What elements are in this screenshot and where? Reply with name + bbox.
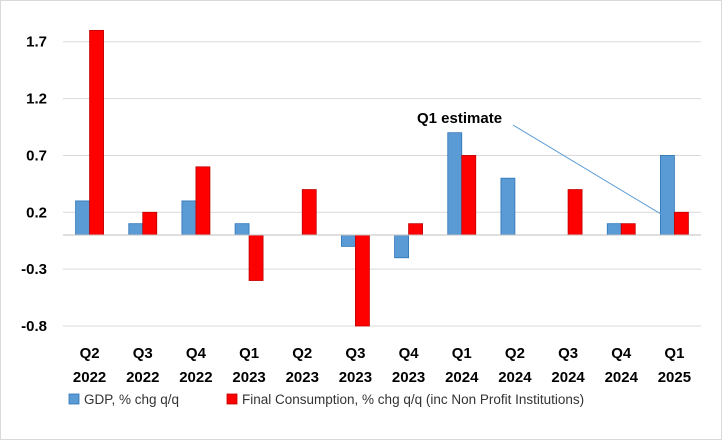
consumption-bar (674, 211, 689, 236)
consumption-bar (355, 234, 370, 327)
consumption-bar (195, 166, 211, 236)
gdp-bar (660, 155, 675, 236)
x-tick-label-quarter: Q4 (186, 345, 207, 362)
y-tick-label: 0.7 (26, 147, 47, 164)
consumption-bar (620, 223, 636, 236)
consumption-bar (89, 29, 104, 236)
annotation-label: Q1 estimate (417, 110, 502, 127)
x-tick-label-year: 2022 (179, 369, 212, 386)
x-tick-label-quarter: Q1 (239, 345, 259, 362)
x-tick-label-quarter: Q3 (133, 345, 153, 362)
x-tick-label-year: 2024 (445, 369, 479, 386)
consumption-bar (248, 234, 264, 281)
y-tick-label: 0.2 (26, 204, 47, 221)
consumption-bar (408, 223, 423, 236)
x-tick-label-quarter: Q4 (611, 345, 632, 362)
y-tick-label: 1.7 (26, 34, 47, 51)
gdp-bar (128, 223, 144, 236)
x-tick-label-quarter: Q1 (664, 345, 684, 362)
gdp-bar (341, 234, 356, 247)
x-tick-label-year: 2024 (605, 369, 639, 386)
legend-swatch-gdp (68, 393, 80, 405)
gdp-bar (75, 200, 90, 236)
x-tick-label-quarter: Q3 (558, 345, 578, 362)
x-tick-label-year: 2023 (286, 369, 319, 386)
y-tick-label: -0.3 (21, 261, 47, 278)
x-tick-label-year: 2023 (232, 369, 265, 386)
consumption-bar (461, 155, 477, 236)
legend-label-gdp: GDP, % chg q/q (84, 392, 179, 407)
gdp-bar (394, 234, 409, 259)
gdp-bar (181, 200, 197, 236)
gdp-bar (606, 223, 622, 236)
legend-swatch-consumption (226, 393, 238, 405)
x-tick-label-quarter: Q3 (345, 345, 365, 362)
y-tick-label: 1.2 (26, 91, 47, 108)
x-tick-label-year: 2023 (339, 369, 372, 386)
consumption-bar (567, 189, 583, 236)
x-tick-label-quarter: Q2 (80, 345, 100, 362)
gdp-bar (234, 223, 250, 236)
x-tick-label-year: 2024 (498, 369, 532, 386)
x-tick-label-quarter: Q1 (452, 345, 472, 362)
consumption-bar (142, 211, 158, 236)
y-tick-label: -0.8 (21, 318, 47, 335)
legend-label-consumption: Final Consumption, % chg q/q (inc Non Pr… (242, 392, 584, 407)
consumption-bar (301, 189, 317, 236)
annotation-leader-line (512, 124, 668, 219)
gdp-bar (500, 177, 516, 236)
x-tick-label-year: 2024 (551, 369, 585, 386)
x-tick-label-year: 2022 (126, 369, 159, 386)
gdp-bar (447, 132, 463, 236)
x-tick-label-quarter: Q2 (505, 345, 525, 362)
x-tick-label-quarter: Q2 (292, 345, 312, 362)
x-tick-label-year: 2023 (392, 369, 425, 386)
x-tick-label-quarter: Q4 (399, 345, 420, 362)
x-tick-label-year: 2025 (658, 369, 691, 386)
x-tick-label-year: 2022 (73, 369, 106, 386)
